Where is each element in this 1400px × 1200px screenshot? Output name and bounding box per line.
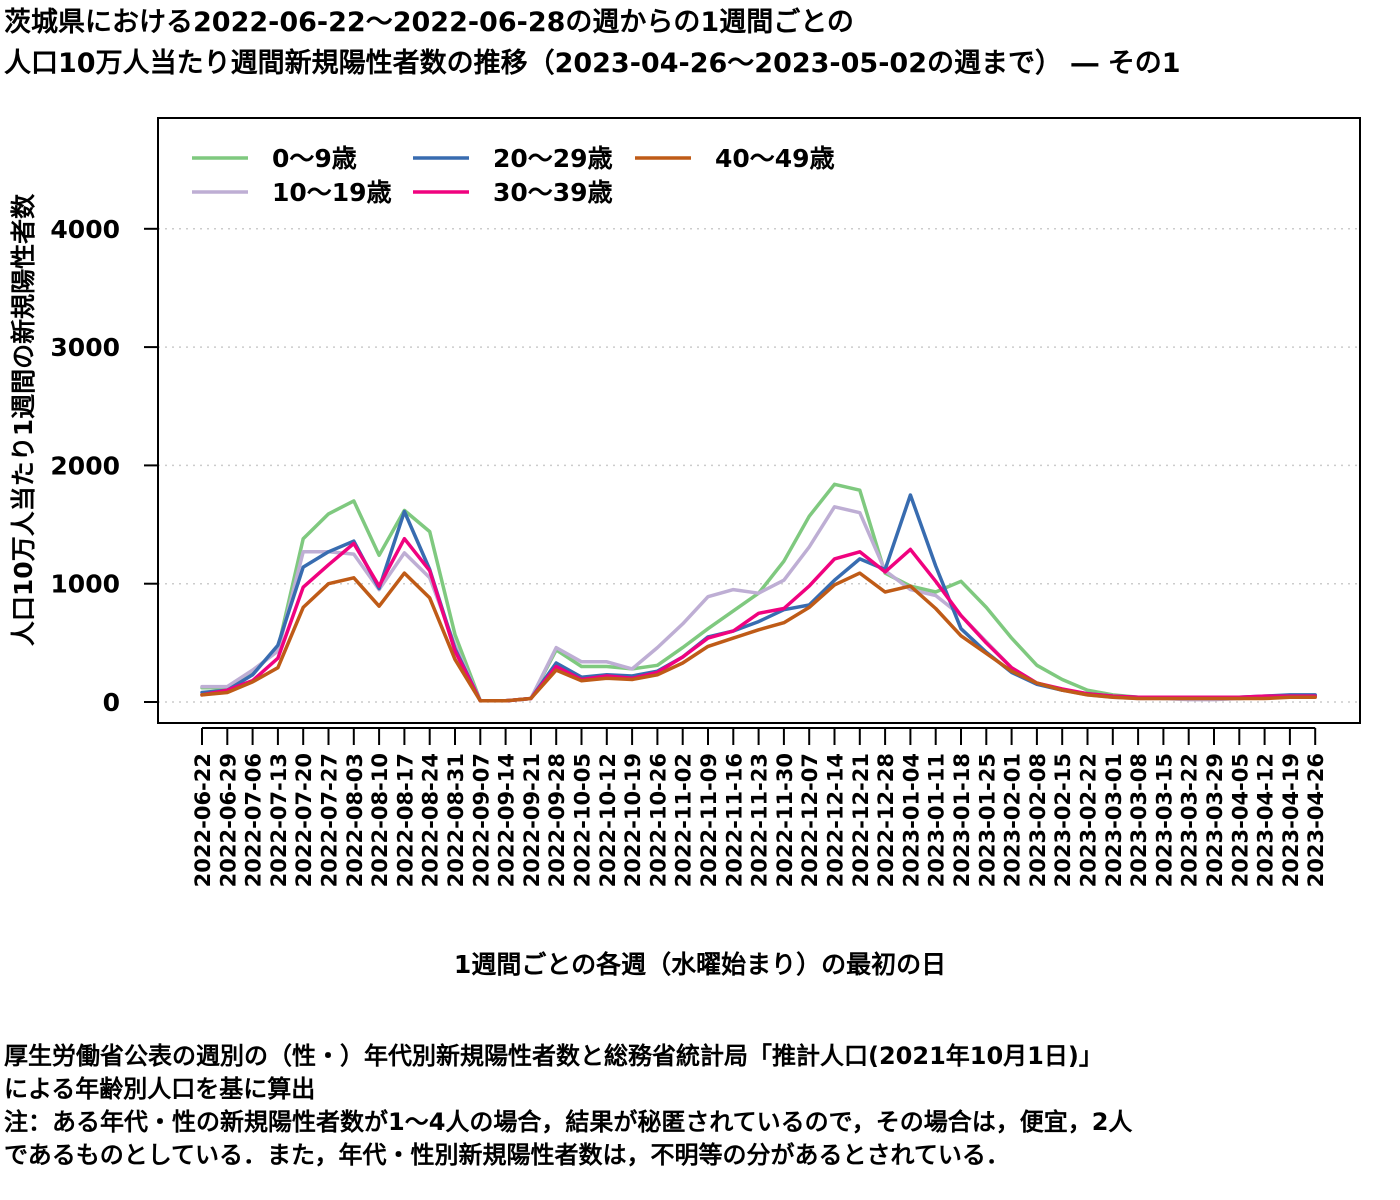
x-tick-label: 2022-08-24 [419, 753, 443, 887]
x-tick-label: 2022-11-16 [722, 753, 746, 887]
x-tick-label: 2022-07-27 [318, 753, 342, 887]
x-tick-label: 2022-11-09 [697, 753, 721, 887]
x-tick-label: 2022-07-20 [292, 753, 316, 887]
legend-label: 30～39歳 [493, 178, 613, 207]
legend-label: 10～19歳 [272, 178, 392, 207]
x-tick-label: 2023-01-11 [925, 753, 949, 887]
series-line [200, 571, 1317, 703]
legend-label: 40～49歳 [715, 144, 835, 173]
y-axis-label: 人口10万人当たり1週間の新規陽性者数 [9, 193, 38, 646]
x-tick-label: 2022-12-28 [874, 753, 898, 887]
x-tick-label: 2022-06-29 [216, 753, 240, 887]
series-line [200, 493, 1317, 703]
x-tick-label: 2023-03-29 [1203, 753, 1227, 887]
x-tick-label: 2023-04-12 [1254, 753, 1278, 887]
y-axis: 0 1000 2000 3000 4000 [50, 215, 158, 717]
y-tick-label: 2000 [50, 451, 120, 480]
x-axis: 2022-06-22 2022-06-29 2022-07-06 2022-07-13… [191, 727, 1328, 887]
note-line2: による年齢別人口を基に算出 [4, 1075, 316, 1103]
x-tick-label: 2022-10-12 [596, 753, 620, 887]
series-lines [200, 482, 1317, 703]
y-tick-label: 4000 [50, 215, 120, 244]
note-line3: 注：ある年代・性の新規陽性者数が1～4人の場合，結果が秘匿されているので，その場… [4, 1108, 1133, 1136]
x-tick-label: 2023-01-04 [899, 753, 923, 887]
x-tick-label: 2023-02-22 [1077, 753, 1101, 887]
x-tick-label: 2022-12-21 [849, 753, 873, 887]
x-tick-label: 2022-12-07 [798, 753, 822, 887]
x-tick-label: 2022-09-07 [469, 753, 493, 887]
legend: 0～9歳 10～19歳 20～29歳 30～39歳 40～49歳 [192, 144, 835, 207]
y-tick-label: 0 [103, 688, 120, 717]
x-tick-label: 2022-07-06 [242, 753, 266, 887]
legend-label: 0～9歳 [272, 144, 357, 173]
x-tick-label: 2022-08-17 [393, 753, 417, 887]
x-tick-label: 2023-03-01 [1102, 753, 1126, 887]
x-tick-label: 2022-09-14 [495, 753, 519, 887]
x-tick-label: 2022-10-26 [646, 753, 670, 887]
x-tick-label: 2022-09-21 [520, 753, 544, 887]
x-tick-label: 2022-07-13 [267, 753, 291, 887]
chart-title-line1: 茨城県における2022-06-22～2022-06-28の週からの1週間ごとの [4, 7, 854, 38]
grid-lines [158, 228, 1360, 703]
chart-title: 茨城県における2022-06-22～2022-06-28の週からの1週間ごとの … [4, 2, 1181, 84]
x-tick-label: 2022-12-14 [824, 753, 848, 887]
x-tick-label: 2022-11-30 [773, 753, 797, 887]
x-axis-label: 1週間ごとの各週（水曜始まり）の最初の日 [453, 950, 947, 979]
x-tick-label: 2023-03-08 [1127, 753, 1151, 887]
x-tick-label: 2022-09-28 [545, 753, 569, 887]
x-tick-label: 2022-10-05 [571, 753, 595, 887]
source-notes: 厚生労働省公表の週別の（性・）年代別新規陽性者数と総務省統計局「推計人口(202… [4, 1040, 1132, 1172]
x-tick-label: 2023-01-25 [975, 753, 999, 887]
x-tick-label: 2022-11-02 [672, 753, 696, 887]
x-tick-label: 2023-04-26 [1304, 753, 1328, 887]
x-tick-label: 2023-03-15 [1152, 753, 1176, 887]
x-tick-label: 2023-02-15 [1051, 753, 1075, 887]
x-tick-label: 2022-08-10 [368, 753, 392, 887]
x-tick-label: 2022-11-23 [748, 753, 772, 887]
x-tick-label: 2022-06-22 [191, 753, 215, 887]
note-line1: 厚生労働省公表の週別の（性・）年代別新規陽性者数と総務省統計局「推計人口(202… [4, 1042, 1103, 1070]
note-line4: であるものとしている．また，年代・性別新規陽性者数は，不明等の分があるとされてい… [4, 1141, 1010, 1169]
x-tick-label: 2023-03-22 [1178, 753, 1202, 887]
x-tick-label: 2023-02-08 [1026, 753, 1050, 887]
chart-title-line2: 人口10万人当たり週間新規陽性者数の推移（2023-04-26～2023-05-… [4, 48, 1181, 79]
y-tick-label: 3000 [50, 333, 120, 362]
x-tick-label: 2023-04-05 [1228, 753, 1252, 887]
x-tick-label: 2023-01-18 [950, 753, 974, 887]
x-tick-label: 2022-08-31 [444, 753, 468, 887]
x-tick-label: 2022-10-19 [621, 753, 645, 887]
x-tick-label: 2022-08-03 [343, 753, 367, 887]
legend-label: 20～29歳 [493, 144, 613, 173]
y-tick-label: 1000 [50, 570, 120, 599]
x-tick-label: 2023-04-19 [1279, 753, 1303, 887]
x-tick-label: 2023-02-01 [1001, 753, 1025, 887]
plot-frame [157, 117, 1361, 724]
